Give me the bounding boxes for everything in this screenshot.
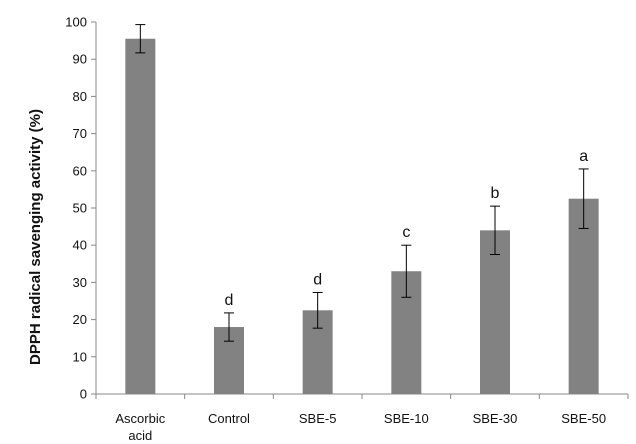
x-tick-label: Control bbox=[208, 411, 250, 426]
y-tick-label: 10 bbox=[73, 349, 87, 364]
y-tick-label: 100 bbox=[65, 15, 87, 30]
x-tick-label: SBE-30 bbox=[473, 411, 518, 426]
significance-label: c bbox=[402, 224, 410, 241]
y-tick-label: 40 bbox=[73, 238, 87, 253]
plot-area: 0 10 20 30 40 50 60 70 80 90 100 Ascorbic acid d Contr… bbox=[65, 15, 629, 443]
y-tick-label: 80 bbox=[73, 89, 87, 104]
bar bbox=[480, 230, 510, 394]
significance-label: d bbox=[225, 292, 234, 309]
y-axis-title: DPPH radical savenging activity (%) bbox=[27, 109, 44, 365]
y-tick-label: 30 bbox=[73, 275, 87, 290]
significance-label: d bbox=[313, 271, 322, 288]
y-tick-label: 50 bbox=[73, 201, 87, 216]
bar bbox=[125, 38, 156, 395]
y-tick-label: 60 bbox=[73, 163, 87, 178]
significance-label: a bbox=[579, 148, 588, 165]
y-tick-label: 0 bbox=[80, 387, 87, 402]
x-tick-label: SBE-50 bbox=[561, 411, 606, 426]
y-tick-label: 70 bbox=[73, 126, 87, 141]
x-tick-label: acid bbox=[128, 428, 152, 443]
x-tick-label: SBE-5 bbox=[299, 411, 337, 426]
significance-label: b bbox=[491, 185, 500, 202]
y-tick-label: 20 bbox=[73, 312, 87, 327]
bar bbox=[568, 198, 599, 394]
x-tick-label: SBE-10 bbox=[384, 411, 429, 426]
y-tick-label: 90 bbox=[73, 52, 87, 67]
x-tick-label: Ascorbic bbox=[115, 411, 165, 426]
